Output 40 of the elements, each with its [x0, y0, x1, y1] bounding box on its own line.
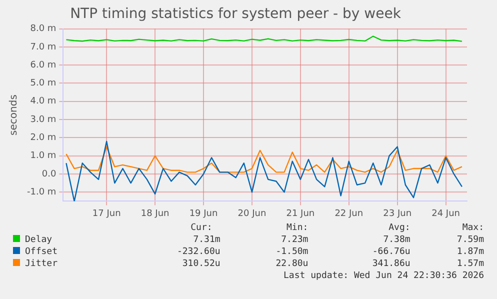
text: 341.86u: [371, 258, 410, 270]
text: 7.38m: [382, 234, 410, 246]
y-tick-label: 0.0: [42, 169, 56, 180]
y-tick-label: 3.0 m: [30, 114, 56, 125]
text: -232.60u: [176, 246, 220, 258]
text: 1.57m: [456, 258, 484, 270]
legend-label: Jitter: [24, 258, 59, 270]
legend-label: Delay: [24, 234, 54, 246]
x-tick-label: 24 Jun: [432, 208, 460, 219]
y-tick-label: 6.0 m: [30, 60, 56, 70]
text: 7.31m: [192, 234, 220, 246]
text: 310.52u: [181, 258, 220, 270]
legend-label: Offset: [24, 246, 59, 258]
x-tick-label: 18 Jun: [140, 208, 170, 219]
y-tick-label: 1.0 m: [30, 151, 56, 162]
y-tick-label: 7.0 m: [30, 42, 56, 52]
x-tick-label: 17 Jun: [92, 208, 121, 219]
text: Last update: Wed Jun 24 22:30:36 2026: [282, 270, 484, 282]
y-tick-label: 2.0 m: [30, 133, 56, 144]
y-axis-title: seconds: [8, 94, 20, 136]
text: Cur:: [190, 222, 214, 234]
text: 7.23m: [280, 234, 308, 246]
y-tick-label: 5.0 m: [30, 78, 56, 89]
text: Min:: [286, 222, 308, 234]
text: -1.50m: [274, 246, 308, 258]
x-tick-label: 19 Jun: [189, 208, 218, 219]
y-tick-label: 4.0 m: [30, 96, 56, 107]
x-tick-label: 22 Jun: [334, 208, 364, 219]
text: -66.76u: [371, 246, 410, 258]
y-tick-label: 8.0 m: [30, 24, 56, 34]
text: 22.80u: [274, 258, 308, 270]
x-tick-label: 23 Jun: [383, 208, 412, 219]
chart-title: NTP timing statistics for system peer - by week: [70, 6, 402, 22]
text: Avg:: [388, 222, 410, 234]
x-tick-label: 21 Jun: [286, 208, 315, 219]
text: Max:: [461, 222, 484, 234]
text: 7.59m: [456, 234, 484, 246]
y-tick-label: -1.0 m: [26, 187, 56, 198]
text: 1.87m: [456, 246, 484, 258]
x-tick-label: 20 Jun: [238, 208, 266, 219]
